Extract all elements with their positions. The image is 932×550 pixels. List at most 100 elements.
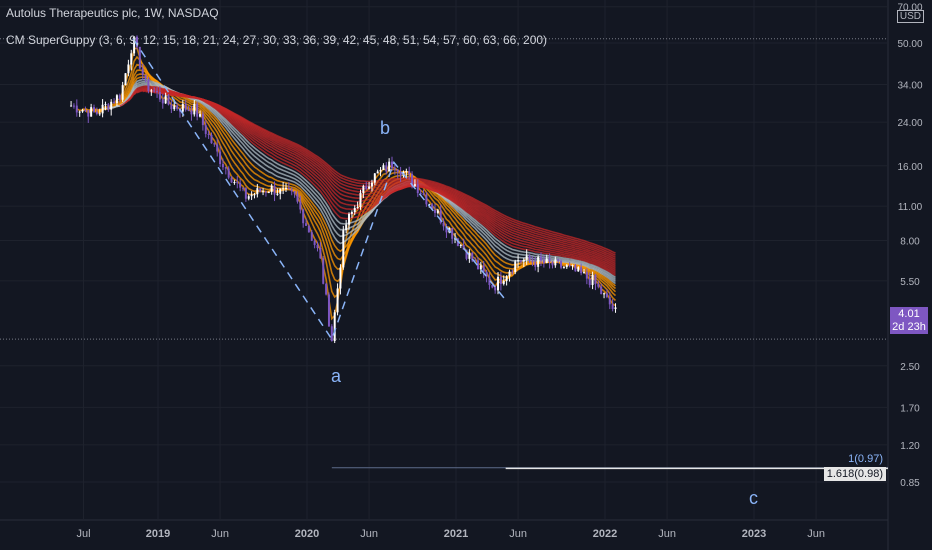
candle-body (385, 165, 388, 172)
candle-body (90, 107, 93, 117)
x-tick-label: Jun (807, 528, 825, 540)
candle-body (373, 173, 376, 183)
candle-body (250, 194, 253, 197)
y-tick-label: 0.85 (900, 478, 920, 489)
x-tick-label: Jun (509, 528, 527, 540)
candle-body (115, 95, 118, 104)
candle-body (511, 271, 514, 273)
y-tick-label: 8.00 (900, 236, 920, 247)
candle-body (124, 73, 127, 86)
candle-body (476, 260, 479, 270)
candle-body (176, 105, 179, 109)
candle-body (167, 95, 170, 105)
candle-body (571, 265, 574, 267)
candle-body (239, 182, 242, 188)
candle-body (87, 109, 90, 117)
candle-body (305, 223, 308, 226)
candle-body (416, 184, 419, 194)
x-tick-label: Jul (76, 528, 90, 540)
candle-body (540, 257, 543, 261)
candle-body (150, 90, 153, 92)
x-tick-label: 2019 (146, 528, 170, 540)
candle-body (84, 109, 87, 111)
candle-body (224, 167, 227, 169)
candle-body (107, 104, 110, 110)
candle-body (204, 125, 207, 134)
indicator-label[interactable]: CM SuperGuppy (3, 6, 9, 12, 15, 18, 21, … (6, 33, 548, 47)
y-tick-label: 5.50 (900, 277, 920, 288)
candle-body (233, 182, 236, 184)
candle-body (110, 101, 113, 110)
candle-body (279, 188, 282, 194)
candle-body (419, 193, 422, 195)
candle-body (141, 68, 144, 75)
wave-path (132, 38, 507, 341)
candle-body (187, 109, 190, 111)
candle-body (388, 161, 391, 172)
y-tick-label: 16.00 (897, 162, 922, 173)
candle-body (201, 114, 204, 126)
candle-body (287, 187, 290, 190)
candle-body (104, 104, 107, 106)
candle-body (299, 201, 302, 210)
candle-body (405, 171, 408, 173)
candle-body (210, 134, 213, 144)
candle-body (574, 265, 577, 272)
candle-body (479, 265, 482, 270)
candle-body (557, 259, 560, 262)
candle-body (482, 265, 485, 272)
currency-label: USD (896, 10, 924, 23)
fib-level-2: 1.618(0.98) (823, 467, 886, 481)
candle-body (433, 209, 436, 213)
candle-body (485, 271, 488, 277)
candle-body (196, 103, 199, 117)
candle-body (267, 191, 270, 193)
candle-body (370, 182, 373, 187)
candle-body (264, 191, 267, 193)
candle-body (282, 188, 285, 190)
candle-body (528, 255, 531, 261)
y-tick-label: 34.00 (897, 81, 922, 92)
candle-body (236, 182, 239, 184)
y-tick-label: 1.70 (900, 403, 920, 414)
y-tick-label: 24.00 (897, 118, 922, 129)
candle-body (101, 104, 104, 114)
candle-body (276, 193, 279, 195)
candle-body (542, 260, 545, 264)
candle-body (545, 258, 548, 264)
candle-body (565, 265, 568, 268)
candle-body (316, 245, 319, 248)
candle-body (259, 188, 262, 193)
wave-label-b: b (380, 118, 391, 138)
candle-body (330, 326, 333, 341)
candle-body (422, 193, 425, 195)
candle-body (244, 188, 247, 199)
candle-body (451, 227, 454, 239)
wave-label-c: c (749, 488, 758, 508)
candle-body (491, 284, 494, 288)
candle-body (173, 105, 176, 110)
candle-body (551, 261, 554, 266)
candle-body (207, 133, 210, 135)
candle-body (213, 143, 216, 145)
candle-body (445, 226, 448, 233)
candle-body (439, 210, 442, 223)
candle-body (75, 105, 78, 113)
candle-body (227, 168, 230, 178)
candle-body (353, 208, 356, 212)
candle-body (436, 210, 439, 213)
candle-body (531, 260, 534, 263)
candle-body (216, 144, 219, 152)
candle-body (514, 261, 517, 273)
candle-body (164, 95, 167, 104)
candle-body (181, 103, 184, 112)
candle-body (336, 288, 339, 313)
candle-body (78, 111, 81, 113)
candle-body (72, 105, 75, 107)
candle-body (313, 240, 316, 246)
x-tick-label: Jun (211, 528, 229, 540)
candle-body (242, 187, 245, 189)
candle-body (219, 151, 222, 165)
candle-body (488, 276, 491, 285)
